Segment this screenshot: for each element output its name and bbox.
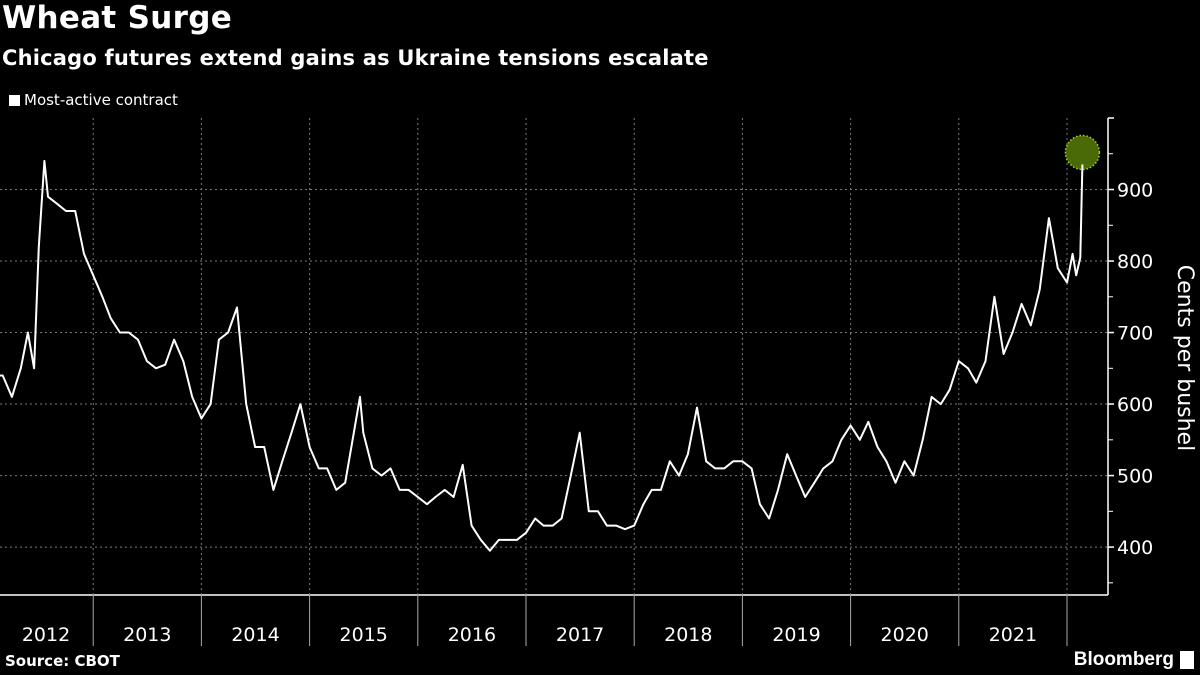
x-tick-label: 2020 (881, 624, 929, 646)
x-tick-label: 2015 (340, 624, 388, 646)
y-tick-label: 600 (1117, 394, 1153, 416)
legend: Most-active contract (9, 91, 178, 109)
chart-title: Wheat Surge (2, 0, 233, 36)
x-tick-label: 2016 (448, 624, 496, 646)
x-tick-label: 2013 (123, 624, 171, 646)
y-tick-label: 800 (1117, 251, 1153, 273)
y-axis-label: Cents per bushel (1172, 265, 1197, 451)
bloomberg-logo: Bloomberg (1074, 649, 1194, 671)
source-note: Source: CBOT (5, 652, 120, 670)
legend-label: Most-active contract (24, 91, 178, 109)
x-tick-label: 2019 (772, 624, 820, 646)
bloomberg-terminal-icon (1180, 651, 1194, 669)
brand-name: Bloomberg (1073, 649, 1174, 670)
chart-subtitle: Chicago futures extend gains as Ukraine … (2, 46, 709, 70)
x-tick-label: 2021 (989, 624, 1037, 646)
x-tick-label: 2018 (664, 624, 712, 646)
legend-swatch (9, 94, 20, 106)
x-tick-label: 2014 (231, 624, 279, 646)
highlight-marker (1064, 134, 1101, 171)
y-tick-label: 400 (1117, 537, 1153, 559)
y-tick-label: 700 (1117, 323, 1153, 345)
series-line-most-active-contract (0, 159, 1084, 552)
y-tick-label: 500 (1117, 466, 1153, 488)
x-tick-label: 2012 (22, 624, 70, 646)
y-tick-label: 900 (1117, 180, 1153, 202)
x-tick-label: 2017 (556, 624, 604, 646)
